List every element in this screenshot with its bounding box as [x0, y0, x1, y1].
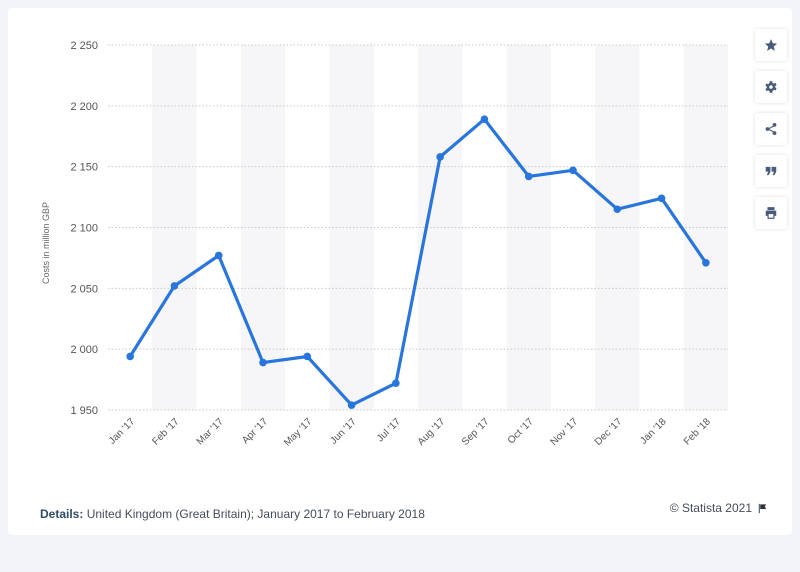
x-tick-label: Jan '18 [638, 416, 669, 447]
x-tick-label: Feb '17 [150, 416, 181, 447]
y-tick-label: 2 250 [70, 40, 98, 52]
x-tick-label: Jan '17 [107, 416, 138, 447]
y-axis-ticks: 1 950 2 000 2 050 2 100 2 150 2 200 2 250 [70, 40, 98, 417]
data-point[interactable] [303, 352, 312, 361]
series-line [128, 117, 708, 407]
y-axis-title: Costs in million GBP [41, 202, 51, 284]
x-axis-ticks: Jan '17 Feb '17 Mar '17 Apr '17 May '17 Jun '… [107, 416, 713, 449]
x-tick-label: Dec '17 [593, 416, 625, 448]
details-body: United Kingdom (Great Britain); January … [83, 507, 425, 521]
y-tick-label: 1 950 [70, 405, 98, 417]
x-tick-label: Feb '18 [682, 416, 713, 447]
data-point[interactable] [214, 251, 223, 260]
y-tick-label: 2 100 [70, 223, 98, 235]
data-point[interactable] [170, 282, 179, 290]
x-tick-label: Oct '17 [506, 416, 536, 446]
data-point[interactable] [259, 358, 267, 367]
flag-icon [758, 503, 767, 513]
data-point[interactable] [702, 258, 710, 267]
x-tick-label: Mar '17 [195, 416, 226, 447]
y-tick-label: 2 200 [70, 101, 98, 113]
credit-text: © Statista 2021 [669, 501, 752, 515]
x-tick-label: Aug '17 [416, 416, 448, 448]
print-button[interactable] [755, 197, 787, 229]
data-point[interactable] [613, 205, 622, 214]
y-tick-label: 2 150 [70, 162, 98, 174]
share-icon [765, 123, 777, 135]
line-chart: 1 950 2 000 2 050 2 100 2 150 2 200 2 250 Jan … [41, 40, 728, 449]
data-point[interactable] [480, 115, 489, 124]
chart-card: 1 950 2 000 2 050 2 100 2 150 2 200 2 250 Jan … [8, 8, 792, 535]
details-label: Details: [40, 507, 84, 521]
favorite-button[interactable] [755, 29, 787, 61]
data-point[interactable] [347, 401, 356, 409]
x-tick-label: Apr '17 [240, 416, 270, 446]
data-point[interactable] [569, 166, 577, 175]
cite-button[interactable] [755, 155, 787, 187]
quote-icon [765, 166, 777, 176]
data-point[interactable] [524, 172, 533, 181]
print-icon [765, 207, 777, 219]
data-point[interactable] [657, 194, 666, 203]
y-tick-label: 2 000 [70, 344, 98, 356]
settings-button[interactable] [755, 71, 787, 103]
gear-icon [765, 81, 777, 93]
x-tick-label: Nov '17 [549, 416, 581, 448]
x-tick-label: Jul '17 [375, 416, 403, 444]
statista-credit[interactable]: © Statista 2021 [670, 501, 768, 515]
y-tick-label: 2 050 [70, 283, 98, 295]
details-text: Details: United Kingdom (Great Britain);… [40, 507, 425, 521]
data-point[interactable] [436, 153, 444, 161]
star-icon [764, 39, 778, 51]
x-tick-label: Jun '17 [328, 416, 359, 447]
data-point[interactable] [392, 379, 400, 388]
data-point[interactable] [126, 352, 134, 361]
share-button[interactable] [755, 113, 787, 145]
x-tick-label: May '17 [282, 416, 315, 449]
x-tick-label: Sep '17 [460, 416, 492, 448]
series-points [126, 115, 710, 409]
toolbar [755, 29, 787, 229]
